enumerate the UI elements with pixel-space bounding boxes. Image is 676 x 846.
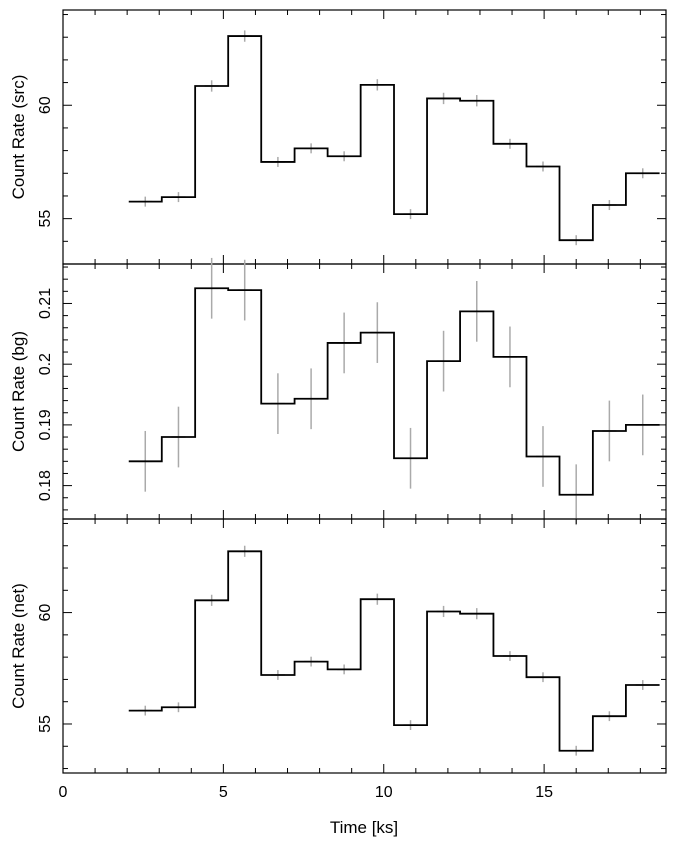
step-series — [128, 550, 660, 752]
x-tick-label: 5 — [219, 784, 228, 801]
plot-frame — [62, 9, 667, 265]
panel-bg: 0.18 0.19 0.2 0.21 Count Rate (bg) — [9, 257, 667, 526]
y-tick-label: 0.2 — [37, 353, 54, 375]
x-tick-label: 15 — [535, 784, 553, 801]
panel-net: 55 60 Count Rate (net) 0 5 10 15 — [9, 518, 667, 801]
step-series — [128, 287, 660, 496]
y-tick-label: 55 — [37, 210, 54, 228]
x-tick-label: 10 — [375, 784, 393, 801]
y-axis-label: Count Rate (net) — [9, 583, 28, 709]
x-axis-label: Time [ks] — [330, 818, 398, 837]
y-tick-label: 0.19 — [37, 409, 54, 440]
y-tick-label: 60 — [37, 604, 54, 622]
y-axis-label: Count Rate (src) — [9, 75, 28, 200]
panel-src: 55 60 Count Rate (src) — [9, 9, 667, 265]
y-axis-label: Count Rate (bg) — [9, 331, 28, 452]
y-tick-label: 0.21 — [37, 288, 54, 319]
y-tick-label: 60 — [37, 96, 54, 114]
y-tick-label: 55 — [37, 715, 54, 733]
x-tick-label: 0 — [59, 784, 68, 801]
plot-frame — [62, 518, 667, 774]
y-tick-label: 0.18 — [37, 470, 54, 501]
step-series — [128, 35, 660, 242]
